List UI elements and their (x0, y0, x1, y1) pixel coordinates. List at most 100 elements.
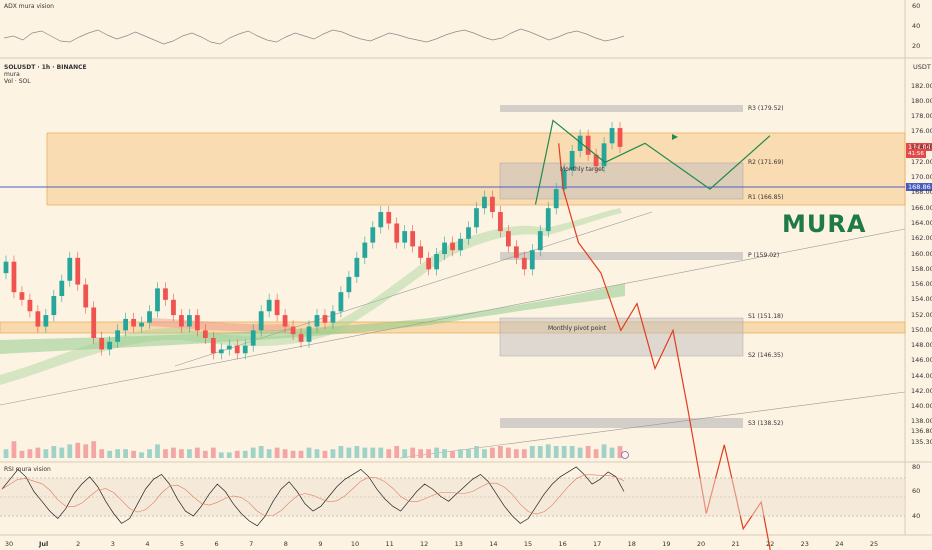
candle-body (370, 227, 376, 243)
date-tick-label: 23 (800, 540, 809, 548)
volume-bar (179, 449, 184, 458)
candle-body (99, 337, 105, 350)
ma-ribbon-red (150, 318, 290, 332)
candle-body (458, 238, 463, 251)
volume-bar (521, 449, 527, 458)
volume-bar (545, 444, 551, 458)
price-tick-label: 148.00 (911, 341, 932, 350)
candle-body (59, 280, 65, 297)
volume-bar (210, 447, 216, 458)
candle-body (266, 299, 272, 312)
candle-body (354, 257, 360, 277)
volume-bar (115, 449, 121, 458)
resistance-zone[interactable] (46, 132, 906, 206)
volume-legend[interactable]: Vol · SOL (4, 78, 31, 85)
replay-marker[interactable] (621, 451, 629, 459)
volume-bar (577, 447, 583, 458)
volume-bar (3, 449, 9, 458)
price-tick-label: 135.30 (911, 438, 932, 447)
volume-bar (370, 447, 376, 458)
currency-label: USDT (913, 63, 931, 71)
volume-bar (482, 449, 487, 458)
candle-body (163, 288, 168, 300)
candle-body (394, 223, 400, 243)
volume-bar (91, 441, 97, 458)
price-tick-label: 178.00 (911, 112, 932, 121)
volume-bar (498, 446, 503, 458)
volume-bar (434, 447, 439, 458)
r3-box[interactable] (500, 105, 743, 112)
candle-body (513, 246, 519, 258)
candle-body (617, 128, 623, 147)
volume-bar (617, 446, 623, 458)
volume-bar (19, 450, 25, 458)
candle-body (346, 276, 352, 293)
volume-bar (35, 447, 41, 458)
candle-body (274, 299, 280, 316)
candle-body (609, 128, 615, 144)
rsi-title[interactable]: RSI mura vision (4, 466, 51, 473)
volume-bar (330, 449, 336, 458)
monthly-pivot-box[interactable] (499, 317, 744, 357)
price-tick-label: 166.00 (911, 203, 932, 212)
candle-body (601, 143, 607, 167)
adx-tick-label: 60 (912, 1, 921, 10)
adx-title[interactable]: ADX mura vision (4, 3, 54, 10)
p-box[interactable] (500, 252, 743, 260)
candle-body (19, 292, 25, 300)
candle-body (131, 318, 136, 327)
pivot-label-r3: R3 (179.52) (748, 105, 784, 112)
ma-ribbon-long (0, 283, 625, 354)
volume-bar (601, 444, 607, 458)
volume-bar (99, 449, 105, 458)
volume-bar (194, 447, 200, 458)
candle-body (314, 315, 320, 327)
volume-bar (450, 450, 455, 458)
candle-body (179, 315, 184, 327)
indicator-name[interactable]: mura (4, 71, 20, 78)
price-tick-label: 160.00 (911, 249, 932, 258)
candle-body (290, 326, 296, 335)
volume-bar (107, 450, 113, 458)
candle-body (330, 311, 336, 323)
candle-body (67, 257, 73, 281)
candle-body (242, 345, 248, 354)
price-tick-label: 182.00 (911, 81, 932, 90)
volume-bar (282, 449, 288, 458)
volume-bar (553, 446, 559, 458)
volume-bars (3, 441, 623, 458)
volume-bar (290, 450, 296, 458)
volume-bar (362, 447, 368, 458)
price-tick-label: 174.00 (911, 142, 932, 151)
monthly-target-box[interactable] (499, 162, 744, 200)
price-tick-label: 144.00 (911, 371, 932, 380)
candle-body (434, 254, 439, 270)
candle-body (27, 299, 33, 312)
volume-bar (346, 447, 352, 458)
date-tick-label: 11 (385, 540, 394, 548)
bottom-trendline[interactable] (399, 391, 906, 459)
candle-body (338, 292, 344, 312)
bullish-scenario-path[interactable] (534, 119, 771, 205)
price-tick-label: 154.00 (911, 295, 932, 304)
volume-bar (306, 447, 312, 458)
monthly-target-label: Monthly target (560, 166, 605, 173)
volume-bar (593, 449, 599, 458)
candle-body (250, 330, 256, 346)
s3-box[interactable] (500, 418, 743, 428)
candle-body (35, 311, 41, 327)
long-trendline[interactable] (0, 228, 906, 406)
candle-body (171, 299, 176, 316)
monthly-pivot-zone[interactable] (0, 321, 906, 334)
symbol-title[interactable]: SOLUSDT · 1h · BINANCE (4, 64, 87, 71)
candle-body (593, 154, 599, 167)
bullish-scenario-arrowhead (672, 134, 678, 140)
volume-bar (250, 447, 256, 458)
date-tick-label: 25 (869, 540, 879, 548)
volume-bar (442, 449, 447, 458)
candle-body (226, 345, 232, 350)
rsi-tick-label: 80 (912, 462, 921, 471)
volume-bar (51, 446, 57, 458)
